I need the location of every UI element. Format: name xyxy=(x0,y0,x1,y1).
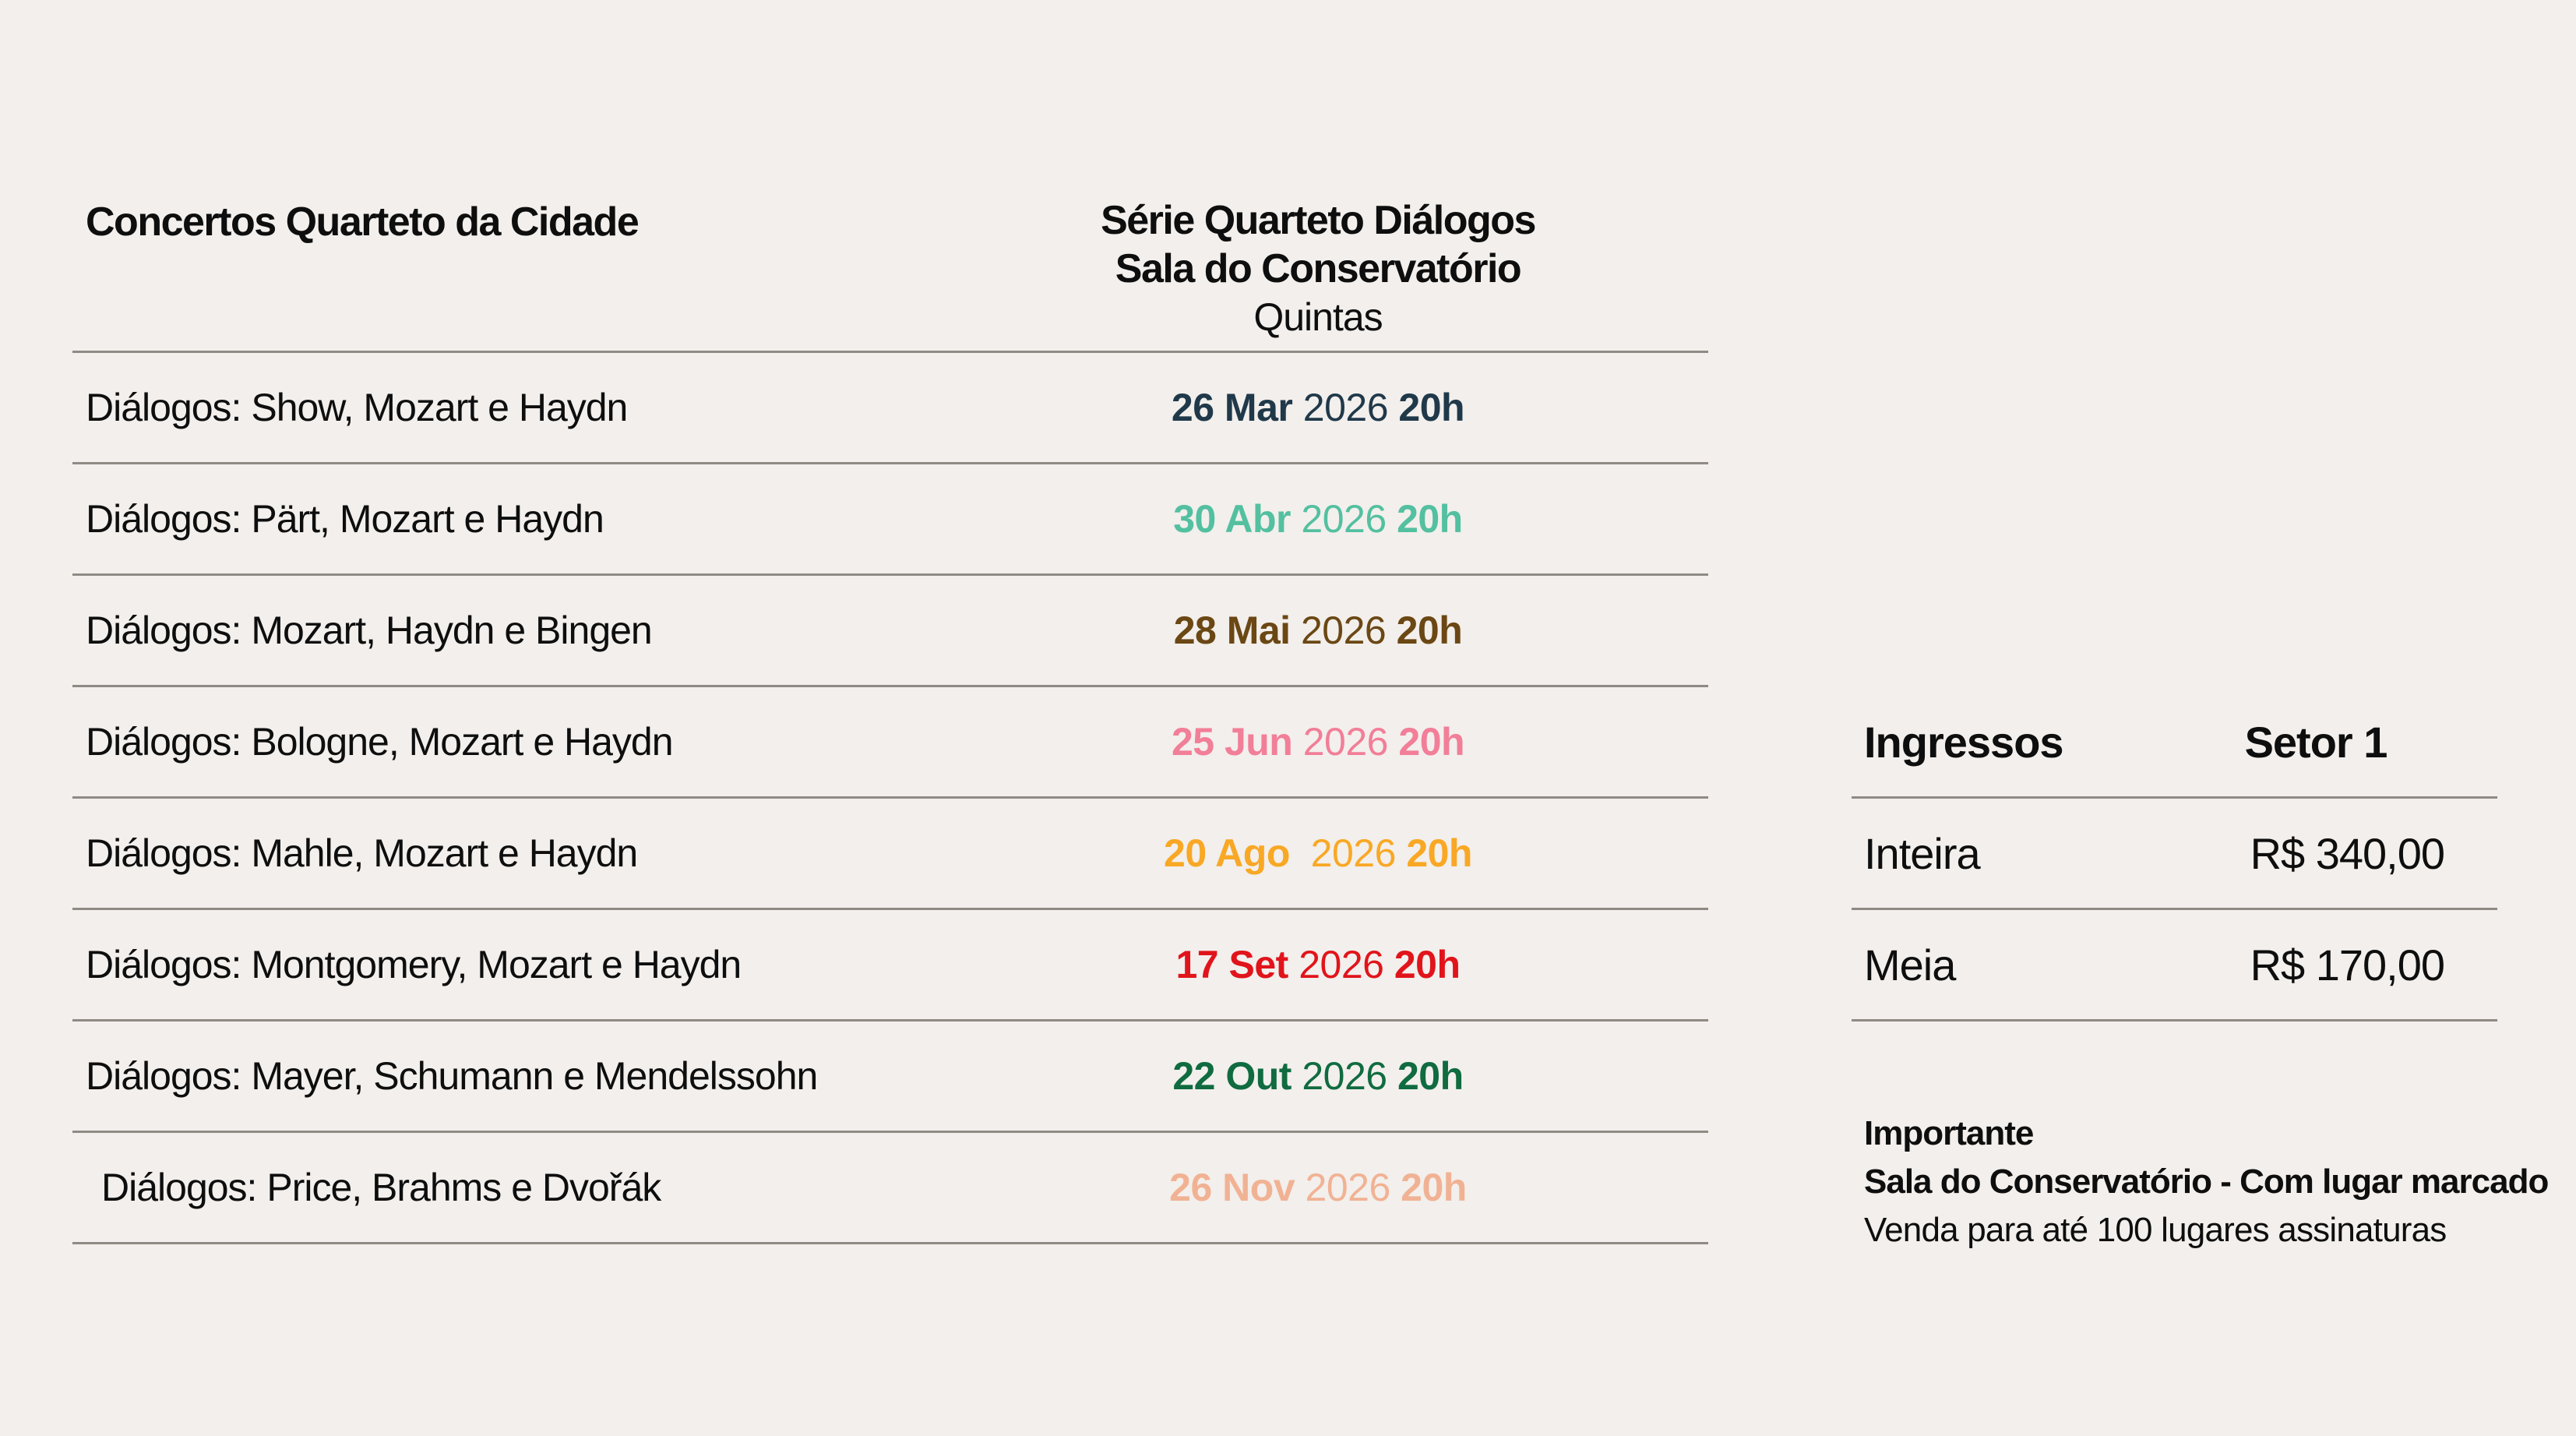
schedule-header: Concertos Quarteto da Cidade Série Quart… xyxy=(72,195,1708,353)
tickets-panel: Ingressos Setor 1 Inteira R$ 340,00 Meia… xyxy=(1852,687,2497,1021)
concert-date-time: 20h xyxy=(1406,831,1472,875)
concert-title: Diálogos: Mozart, Haydn e Bingen xyxy=(86,609,653,652)
concert-date: 17 Set 2026 20h xyxy=(999,942,1637,987)
concert-title: Diálogos: Montgomery, Mozart e Haydn xyxy=(86,943,742,986)
concert-row: Diálogos: Mayer, Schumann e Mendelssohn … xyxy=(72,1021,1708,1133)
concert-date: 20 Ago 2026 20h xyxy=(999,831,1637,876)
concert-row: Diálogos: Mahle, Mozart e Haydn 20 Ago 2… xyxy=(72,799,1708,910)
tickets-header: Ingressos Setor 1 xyxy=(1852,687,2497,799)
concert-date: 28 Mai 2026 20h xyxy=(999,608,1637,653)
notes-block: Importante Sala do Conservatório - Com l… xyxy=(1864,1110,2549,1254)
notes-line-sales: Venda para até 100 lugares assinaturas xyxy=(1864,1211,2447,1249)
series-title: Série Quarteto Diálogos xyxy=(1101,198,1536,243)
concert-row: Diálogos: Montgomery, Mozart e Haydn 17 … xyxy=(72,910,1708,1021)
concert-row: Diálogos: Show, Mozart e Haydn 26 Mar 20… xyxy=(72,353,1708,464)
concert-row: Diálogos: Bologne, Mozart e Haydn 25 Jun… xyxy=(72,687,1708,799)
concert-date-time: 20h xyxy=(1401,1166,1467,1209)
concert-date-year: 2026 xyxy=(1305,1166,1391,1209)
concert-title: Diálogos: Show, Mozart e Haydn xyxy=(86,386,628,429)
concert-date: 22 Out 2026 20h xyxy=(999,1053,1637,1099)
concert-date-time: 20h xyxy=(1398,386,1465,429)
concert-date-day: 26 Mar xyxy=(1171,386,1293,429)
ticket-row: Inteira R$ 340,00 xyxy=(1852,799,2497,910)
concert-row: Diálogos: Mozart, Haydn e Bingen 28 Mai … xyxy=(72,576,1708,687)
ticket-row: Meia R$ 170,00 xyxy=(1852,910,2497,1021)
concert-date-year: 2026 xyxy=(1302,1054,1387,1098)
concert-title: Diálogos: Pärt, Mozart e Haydn xyxy=(86,497,604,541)
concert-date-day: 28 Mai xyxy=(1173,609,1291,652)
concert-date-year: 2026 xyxy=(1301,497,1387,541)
notes-heading: Importante xyxy=(1864,1114,2034,1152)
concert-date-year: 2026 xyxy=(1299,943,1384,986)
concert-date: 25 Jun 2026 20h xyxy=(999,719,1637,764)
series-header: Série Quarteto Diálogos Sala do Conserva… xyxy=(999,196,1637,341)
series-venue: Sala do Conservatório xyxy=(1115,246,1522,291)
schedule-title: Concertos Quarteto da Cidade xyxy=(86,199,640,245)
notes-line-seating: Sala do Conservatório - Com lugar marcad… xyxy=(1864,1163,2549,1201)
concert-date-day: 22 Out xyxy=(1172,1054,1292,1098)
ticket-price: R$ 170,00 xyxy=(2250,940,2445,990)
concert-date-day: 25 Jun xyxy=(1171,720,1293,764)
ticket-type: Meia xyxy=(1864,940,1956,990)
concert-date-day: 17 Set xyxy=(1175,943,1288,986)
concert-date-day: 26 Nov xyxy=(1169,1166,1295,1209)
concert-row: Diálogos: Price, Brahms e Dvořák 26 Nov … xyxy=(72,1133,1708,1244)
concert-date: 30 Abr 2026 20h xyxy=(999,496,1637,542)
concert-date-time: 20h xyxy=(1398,720,1465,764)
concert-date-day: 20 Ago xyxy=(1164,831,1301,875)
concert-title: Diálogos: Price, Brahms e Dvořák xyxy=(101,1166,661,1209)
tickets-sector: Setor 1 xyxy=(2244,717,2388,767)
ticket-price: R$ 340,00 xyxy=(2250,828,2445,878)
concert-date: 26 Mar 2026 20h xyxy=(999,385,1637,430)
concert-title: Diálogos: Bologne, Mozart e Haydn xyxy=(86,720,674,764)
ticket-type: Inteira xyxy=(1864,828,1981,878)
concert-date-year: 2026 xyxy=(1302,720,1389,764)
tickets-title: Ingressos xyxy=(1864,717,2064,767)
series-weekday: Quintas xyxy=(1253,295,1383,339)
concert-date-day: 30 Abr xyxy=(1173,497,1292,541)
concert-title: Diálogos: Mahle, Mozart e Haydn xyxy=(86,831,638,875)
concert-date-year: 2026 xyxy=(1310,831,1397,875)
schedule-table: Concertos Quarteto da Cidade Série Quart… xyxy=(72,195,1708,1244)
concert-date-time: 20h xyxy=(1397,497,1463,541)
concert-date-year: 2026 xyxy=(1302,386,1389,429)
concert-date: 26 Nov 2026 20h xyxy=(999,1165,1637,1210)
concert-date-time: 20h xyxy=(1396,609,1463,652)
concert-date-time: 20h xyxy=(1397,1054,1464,1098)
concert-title: Diálogos: Mayer, Schumann e Mendelssohn xyxy=(86,1054,818,1098)
concert-date-time: 20h xyxy=(1394,943,1461,986)
concert-row: Diálogos: Pärt, Mozart e Haydn 30 Abr 20… xyxy=(72,464,1708,576)
concert-date-year: 2026 xyxy=(1300,609,1387,652)
